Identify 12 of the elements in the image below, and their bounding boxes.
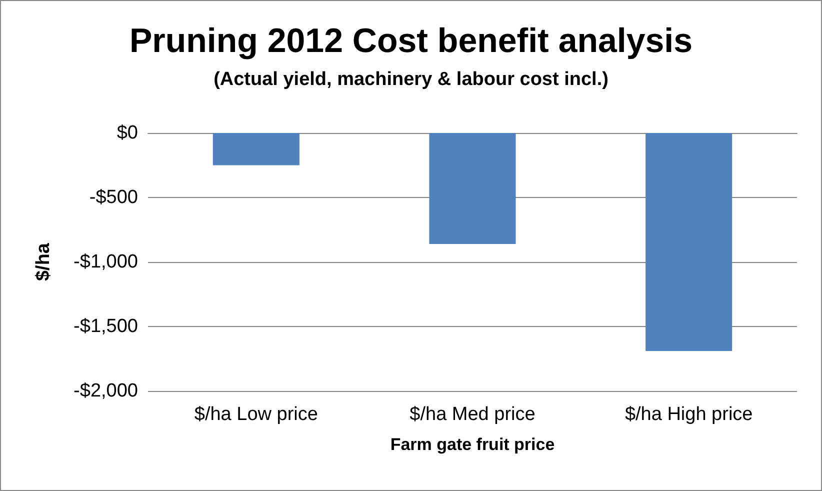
x-tick-label: $/ha Med price bbox=[410, 404, 536, 425]
y-tick-label: $0 bbox=[116, 122, 138, 144]
y-tick-label: -$500 bbox=[89, 187, 138, 208]
x-tick-label: $/ha Low price bbox=[194, 404, 318, 425]
y-tick-label: -$2,000 bbox=[74, 380, 138, 402]
chart-title: Pruning 2012 Cost benefit analysis bbox=[129, 22, 693, 60]
y-tick-label: -$1,000 bbox=[74, 252, 138, 272]
chart-subtitle: (Actual yield, machinery & labour cost incl.) bbox=[214, 69, 608, 90]
y-axis-title: $/ha bbox=[33, 242, 54, 282]
y-tick-label: -$1,500 bbox=[74, 316, 138, 337]
x-axis-title: Farm gate fruit price bbox=[390, 435, 555, 454]
x-tick-label: $/ha High price bbox=[624, 404, 753, 425]
